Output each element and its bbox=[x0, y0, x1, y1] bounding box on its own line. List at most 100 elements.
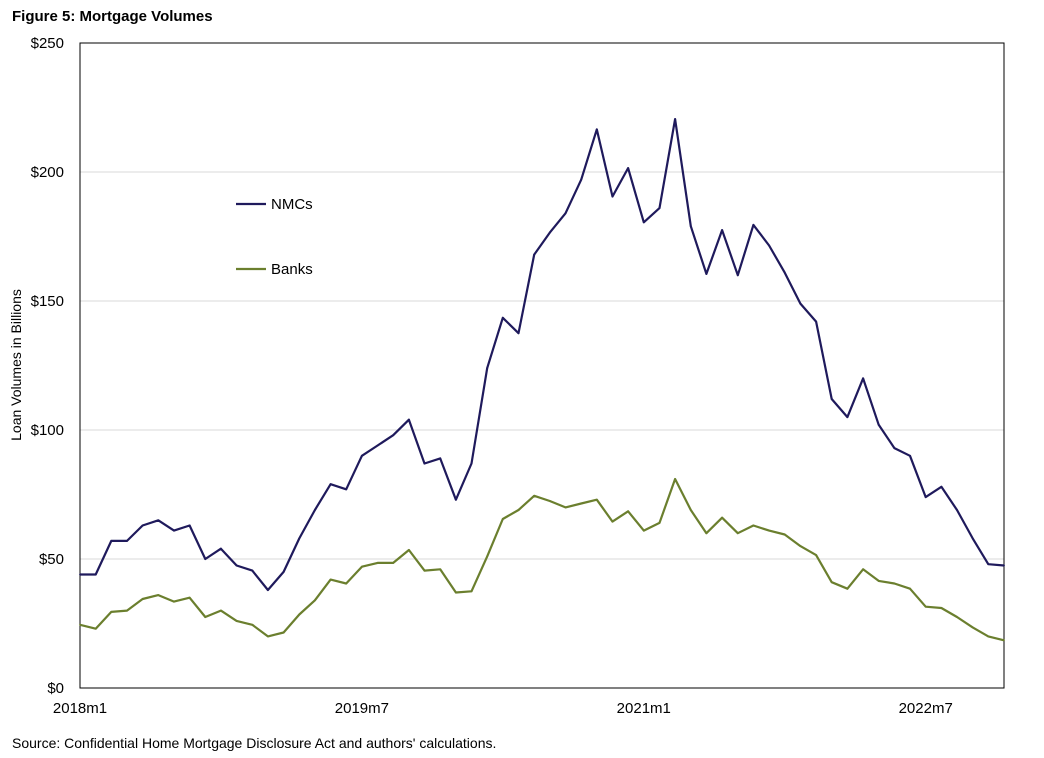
data-point-nmcs bbox=[627, 167, 630, 170]
series-lines bbox=[79, 117, 1005, 642]
data-point-banks bbox=[956, 616, 958, 618]
data-point-banks bbox=[909, 587, 911, 590]
data-point-banks bbox=[204, 616, 207, 618]
data-point-nmcs bbox=[689, 225, 692, 228]
data-point-banks bbox=[188, 596, 191, 599]
data-point-banks bbox=[501, 518, 504, 520]
data-point-nmcs bbox=[79, 573, 81, 576]
data-point-nmcs bbox=[439, 457, 442, 460]
data-point-banks bbox=[580, 502, 583, 505]
y-tick-label: $100 bbox=[31, 422, 64, 439]
data-point-banks bbox=[721, 516, 724, 519]
data-point-nmcs bbox=[877, 423, 880, 426]
data-point-nmcs bbox=[298, 537, 301, 540]
data-point-nmcs bbox=[251, 569, 254, 572]
legend: NMCs Banks bbox=[236, 196, 313, 278]
x-tick-label: 2018m1 bbox=[53, 700, 107, 717]
data-point-banks bbox=[314, 599, 316, 602]
data-point-banks bbox=[877, 580, 880, 582]
data-point-nmcs bbox=[658, 207, 661, 210]
data-point-nmcs bbox=[486, 367, 489, 369]
data-point-banks bbox=[173, 600, 175, 603]
data-point-banks bbox=[345, 582, 348, 585]
data-point-nmcs bbox=[470, 462, 473, 465]
data-point-nmcs bbox=[407, 418, 410, 421]
data-point-banks bbox=[674, 478, 677, 480]
data-point-banks bbox=[376, 561, 379, 564]
y-axis-title: Loan Volumes in Billions bbox=[8, 289, 24, 441]
data-point-nmcs bbox=[267, 589, 269, 591]
data-point-banks bbox=[141, 598, 144, 600]
data-point-nmcs bbox=[564, 212, 567, 215]
data-point-banks bbox=[392, 561, 395, 564]
data-point-nmcs bbox=[768, 244, 770, 247]
data-point-nmcs bbox=[940, 485, 943, 488]
data-point-banks bbox=[736, 532, 739, 535]
data-point-nmcs bbox=[110, 540, 113, 542]
data-point-banks bbox=[830, 581, 833, 584]
data-point-nmcs bbox=[141, 524, 144, 527]
data-point-banks bbox=[517, 509, 520, 511]
data-point-banks bbox=[407, 549, 410, 551]
data-point-nmcs bbox=[595, 128, 598, 131]
x-tick-label: 2019m7 bbox=[335, 700, 389, 717]
data-point-nmcs bbox=[314, 509, 316, 511]
data-point-nmcs bbox=[815, 320, 817, 323]
data-point-banks bbox=[251, 623, 254, 626]
data-point-nmcs bbox=[126, 540, 128, 542]
data-point-nmcs bbox=[862, 377, 864, 380]
data-point-nmcs bbox=[705, 273, 708, 275]
data-point-nmcs bbox=[987, 563, 990, 566]
data-point-banks bbox=[439, 568, 442, 571]
data-point-banks bbox=[79, 623, 81, 626]
data-point-nmcs bbox=[376, 444, 379, 447]
data-point-banks bbox=[220, 609, 222, 612]
data-point-nmcs bbox=[235, 564, 238, 567]
data-point-nmcs bbox=[173, 529, 175, 532]
data-point-banks bbox=[423, 569, 426, 572]
x-tick-label: 2021m1 bbox=[617, 700, 671, 717]
data-point-banks bbox=[611, 520, 614, 523]
data-point-banks bbox=[689, 509, 692, 511]
series-line-banks bbox=[79, 477, 1005, 642]
data-point-nmcs bbox=[423, 462, 426, 465]
series-line-nmcs bbox=[80, 117, 1005, 592]
data-point-banks bbox=[548, 500, 551, 502]
data-point-banks bbox=[971, 626, 974, 629]
data-point-nmcs bbox=[94, 573, 97, 576]
data-point-nmcs bbox=[282, 571, 285, 573]
data-point-nmcs bbox=[345, 488, 348, 491]
data-point-banks bbox=[815, 554, 817, 557]
y-tick-label: $50 bbox=[39, 551, 64, 568]
data-point-banks bbox=[924, 605, 927, 608]
data-point-banks bbox=[1003, 639, 1005, 642]
data-point-banks bbox=[533, 494, 536, 497]
data-point-banks bbox=[846, 587, 849, 590]
data-point-banks bbox=[862, 568, 864, 571]
data-point-banks bbox=[595, 498, 598, 501]
data-point-nmcs bbox=[830, 398, 833, 400]
data-point-banks bbox=[454, 591, 457, 594]
data-point-banks bbox=[705, 532, 708, 535]
x-axis-ticks: 2018m1 2019m7 2021m1 2022m7 bbox=[53, 700, 953, 717]
data-point-banks bbox=[360, 565, 363, 568]
x-tick-label: 2022m7 bbox=[899, 700, 953, 717]
data-point-banks bbox=[783, 533, 786, 536]
data-point-banks bbox=[298, 613, 301, 616]
data-point-nmcs bbox=[736, 274, 739, 277]
data-point-nmcs bbox=[956, 509, 958, 511]
data-point-banks bbox=[126, 609, 128, 612]
data-point-banks bbox=[329, 578, 332, 581]
y-tick-label: $150 bbox=[31, 293, 64, 310]
data-point-banks bbox=[486, 555, 489, 558]
data-point-nmcs bbox=[548, 231, 551, 234]
data-point-banks bbox=[470, 590, 473, 593]
data-point-nmcs bbox=[909, 454, 911, 457]
data-point-nmcs bbox=[220, 547, 222, 550]
data-point-banks bbox=[752, 524, 755, 527]
data-point-nmcs bbox=[204, 558, 207, 560]
data-point-nmcs bbox=[971, 537, 974, 540]
y-tick-label: $250 bbox=[31, 35, 64, 52]
legend-label-nmcs: NMCs bbox=[271, 196, 313, 213]
